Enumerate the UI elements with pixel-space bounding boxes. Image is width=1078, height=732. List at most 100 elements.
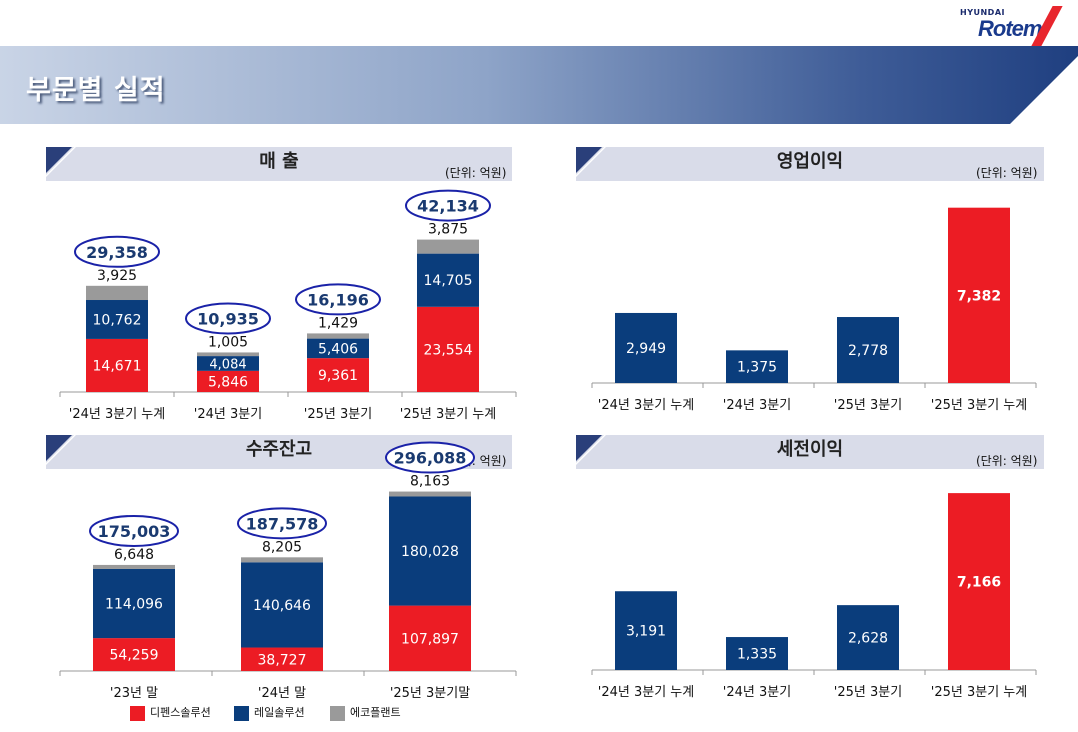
pretax-bar [726,637,788,670]
pretax-bar [948,493,1010,670]
sales-bar-rail [307,338,369,359]
backlog-total-label: 187,578 [246,514,319,533]
sales-total-ellipse [295,283,381,316]
backlog-total-ellipse [89,514,179,547]
unit-label-pretax: (단위: 억원) [976,454,1038,468]
corner-arrow-icon [576,147,606,177]
pretax-value-label: 7,166 [957,575,1001,591]
page-title: 부문별 실적 [26,75,166,106]
panel-header-sales: 매 출 [46,147,512,181]
backlog-value-label: 114,096 [105,597,163,613]
sales-total-ellipse [74,235,160,268]
op-bar [726,350,788,383]
op-category-label: '24년 3분기 누계 [598,398,694,413]
backlog-bar-defense [93,638,175,671]
backlog-total-label: 175,003 [98,522,171,541]
corner-arrow-icon [46,147,76,177]
corner-arrow-icon [576,435,606,465]
sales-bar-defense [417,306,479,392]
op-value-label: 2,778 [848,343,888,359]
sales-value-label: 1,005 [208,334,248,350]
backlog-bar-eco [241,557,323,563]
sales-value-label: 1,429 [318,315,358,331]
sales-bar-rail [86,300,148,339]
op-bar [837,317,899,383]
sales-value-label: 23,554 [424,342,473,358]
sales-value-label: 9,361 [318,368,358,384]
legend-swatch-eco [330,705,345,721]
sales-total-label: 42,134 [417,197,479,216]
panel-title-backlog: 수주잔고 [245,439,313,460]
pretax-value-label: 1,335 [737,647,777,663]
title-banner [0,46,1078,124]
pretax-category-label: '25년 3분기 [834,685,902,700]
legend-label-eco: 에코플랜트 [350,706,401,719]
backlog-value-label: 54,259 [110,648,159,664]
backlog-value-label: 180,028 [401,544,459,560]
sales-bar-eco [307,333,369,339]
backlog-category-label: '23년 말 [110,686,158,701]
sales-bar-rail [417,253,479,307]
sales-category-label: '24년 3분기 [194,407,262,422]
backlog-category-label: '25년 3분기말 [390,686,470,701]
pretax-bar [615,591,677,670]
hyundai-rotem-logo: HYUNDAI Rotem [960,6,1070,46]
backlog-value-label: 8,205 [262,539,302,555]
sales-total-label: 16,196 [307,290,369,309]
legend-item-rail: 레일솔루션 [234,704,305,722]
logo-line1: HYUNDAI [960,8,1005,17]
sales-value-label: 5,846 [208,374,248,390]
backlog-bar-eco [93,564,175,569]
corner-arrow-icon [46,435,76,465]
panel-title-sales: 매 출 [259,151,299,172]
sales-total-label: 29,358 [86,243,148,262]
op-bar [948,207,1010,383]
sales-bar-rail [197,356,259,371]
backlog-value-label: 38,727 [258,652,307,668]
backlog-bar-rail [389,496,471,606]
backlog-value-label: 6,648 [114,547,154,563]
legend-swatch-rail [234,705,249,721]
sales-bar-eco [197,352,259,357]
sales-total-label: 10,935 [197,309,259,328]
backlog-total-label: 296,088 [394,449,467,468]
backlog-total-ellipse [385,441,475,474]
sales-value-label: 4,084 [209,357,246,372]
op-bar [615,312,677,383]
backlog-bar-eco [389,491,471,497]
sales-bar-defense [307,358,369,392]
backlog-value-label: 140,646 [253,598,311,614]
pretax-bar [837,605,899,670]
pretax-value-label: 3,191 [626,624,666,640]
unit-label-sales: (단위: 억원) [445,166,507,180]
backlog-category-label: '24년 말 [258,686,306,701]
sales-value-label: 3,925 [97,268,137,284]
backlog-bar-rail [93,568,175,639]
sales-category-label: '25년 3분기 누계 [400,407,496,422]
op-category-label: '25년 3분기 누계 [931,398,1027,413]
sales-total-ellipse [405,189,491,222]
sales-value-label: 3,875 [428,222,468,238]
panel-header-pretax: 세전이익 [576,435,1044,469]
backlog-value-label: 8,163 [410,474,450,490]
sales-value-label: 14,705 [424,273,473,289]
sales-category-label: '24년 3분기 누계 [69,407,165,422]
sales-bar-defense [197,370,259,392]
op-value-label: 1,375 [737,360,777,376]
unit-label-op: (단위: 억원) [976,166,1038,180]
top-bar: HYUNDAI Rotem [0,0,1078,46]
op-category-label: '25년 3분기 [834,398,902,413]
sales-category-label: '25년 3분기 [304,407,372,422]
legend-item-defense: 디펜스솔루션 [130,704,211,722]
pretax-category-label: '24년 3분기 누계 [598,685,694,700]
legend-label-defense: 디펜스솔루션 [150,706,211,719]
op-category-label: '24년 3분기 [723,398,791,413]
logo-line2: Rotem [978,16,1042,41]
sales-bar-eco [86,285,148,301]
pretax-value-label: 2,628 [848,631,888,647]
legend-swatch-defense [130,705,145,721]
panel-header-op: 영업이익 [576,147,1044,181]
legend-item-eco: 에코플랜트 [330,704,401,722]
sales-value-label: 14,671 [93,358,142,374]
backlog-bar-rail [241,562,323,648]
